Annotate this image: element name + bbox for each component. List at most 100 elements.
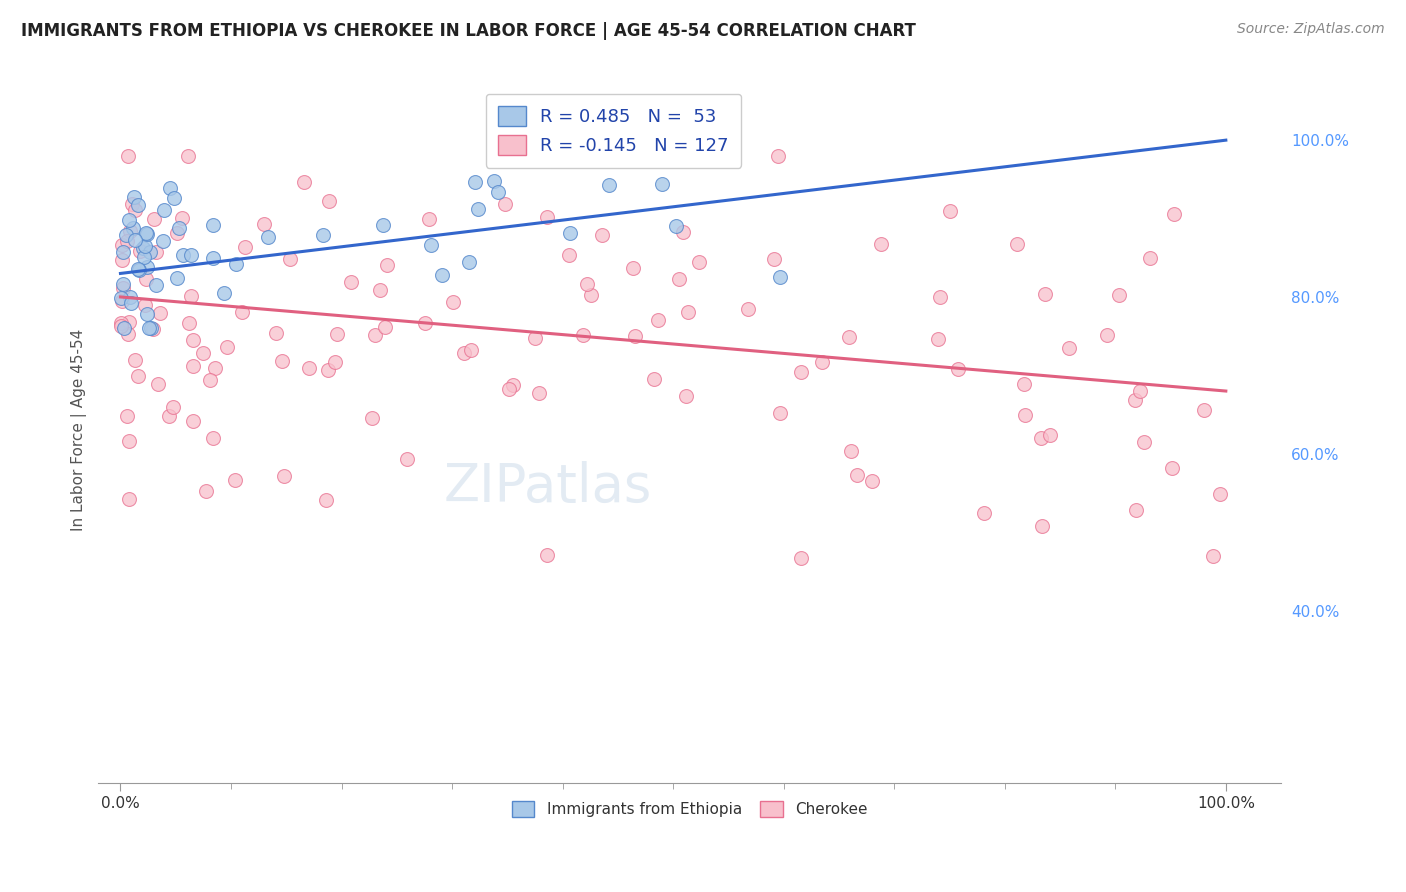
Point (498, 382, 520, 396)
Y-axis label: In Labor Force | Age 45-54: In Labor Force | Age 45-54 (72, 329, 87, 532)
Point (191, 346, 214, 360)
Point (432, 268, 454, 282)
Point (1139, 252, 1161, 266)
Point (502, 377, 524, 392)
Point (181, 414, 204, 428)
Point (536, 548, 558, 562)
Point (127, 198, 149, 212)
Point (110, 292, 132, 306)
Point (846, 467, 869, 482)
Point (672, 225, 695, 239)
Point (201, 432, 224, 446)
Point (464, 175, 486, 189)
Point (145, 244, 167, 259)
Point (166, 271, 188, 285)
Point (591, 227, 613, 242)
Point (624, 328, 647, 343)
Point (368, 283, 391, 297)
Point (153, 203, 176, 218)
Legend: Immigrants from Ethiopia, Cherokee: Immigrants from Ethiopia, Cherokee (503, 793, 876, 825)
Point (172, 248, 194, 262)
Point (121, 221, 143, 235)
Point (135, 227, 157, 241)
Point (118, 491, 141, 506)
Point (120, 224, 142, 238)
Point (1031, 519, 1053, 533)
Point (111, 238, 134, 252)
Point (668, 272, 690, 286)
Point (177, 149, 200, 163)
Point (643, 372, 665, 386)
Point (1108, 288, 1130, 302)
Point (1033, 286, 1056, 301)
Point (938, 204, 960, 219)
Point (278, 252, 301, 266)
Point (598, 178, 620, 192)
Point (441, 294, 464, 309)
Point (612, 133, 634, 147)
Point (769, 269, 792, 284)
Point (215, 340, 238, 354)
Point (413, 316, 436, 330)
Point (118, 213, 141, 227)
Point (576, 277, 599, 292)
Point (253, 217, 276, 231)
Point (374, 320, 396, 334)
Point (1031, 431, 1053, 445)
Point (769, 406, 792, 420)
Point (141, 321, 163, 335)
Point (225, 257, 247, 271)
Point (129, 244, 152, 258)
Point (298, 361, 321, 376)
Point (142, 322, 165, 336)
Point (467, 202, 489, 216)
Point (360, 411, 382, 425)
Point (395, 452, 418, 467)
Point (124, 233, 146, 247)
Point (148, 376, 170, 391)
Point (524, 331, 547, 345)
Point (1125, 503, 1147, 517)
Point (318, 194, 340, 208)
Point (458, 255, 481, 269)
Point (177, 316, 200, 330)
Point (839, 444, 862, 458)
Point (1095, 328, 1118, 343)
Point (323, 354, 346, 368)
Point (162, 400, 184, 414)
Text: Source: ZipAtlas.com: Source: ZipAtlas.com (1237, 22, 1385, 37)
Point (170, 211, 193, 225)
Point (486, 185, 509, 199)
Point (811, 355, 834, 369)
Point (127, 368, 149, 383)
Point (1012, 376, 1035, 391)
Point (371, 218, 394, 232)
Point (134, 297, 156, 311)
Point (145, 277, 167, 292)
Point (326, 326, 349, 341)
Point (128, 263, 150, 277)
Point (195, 484, 218, 499)
Point (1161, 461, 1184, 475)
Point (135, 271, 157, 285)
Point (1163, 207, 1185, 221)
Point (870, 236, 893, 251)
Point (115, 409, 138, 424)
Point (167, 220, 190, 235)
Point (790, 550, 813, 565)
Point (115, 228, 138, 243)
Point (860, 474, 883, 488)
Point (676, 305, 699, 319)
Point (132, 241, 155, 255)
Point (212, 286, 235, 301)
Point (152, 234, 174, 248)
Point (180, 248, 202, 262)
Point (138, 321, 160, 335)
Point (928, 290, 950, 304)
Point (1123, 393, 1146, 408)
Point (127, 262, 149, 277)
Point (271, 354, 294, 368)
Point (118, 434, 141, 448)
Point (183, 334, 205, 348)
Point (180, 289, 202, 303)
